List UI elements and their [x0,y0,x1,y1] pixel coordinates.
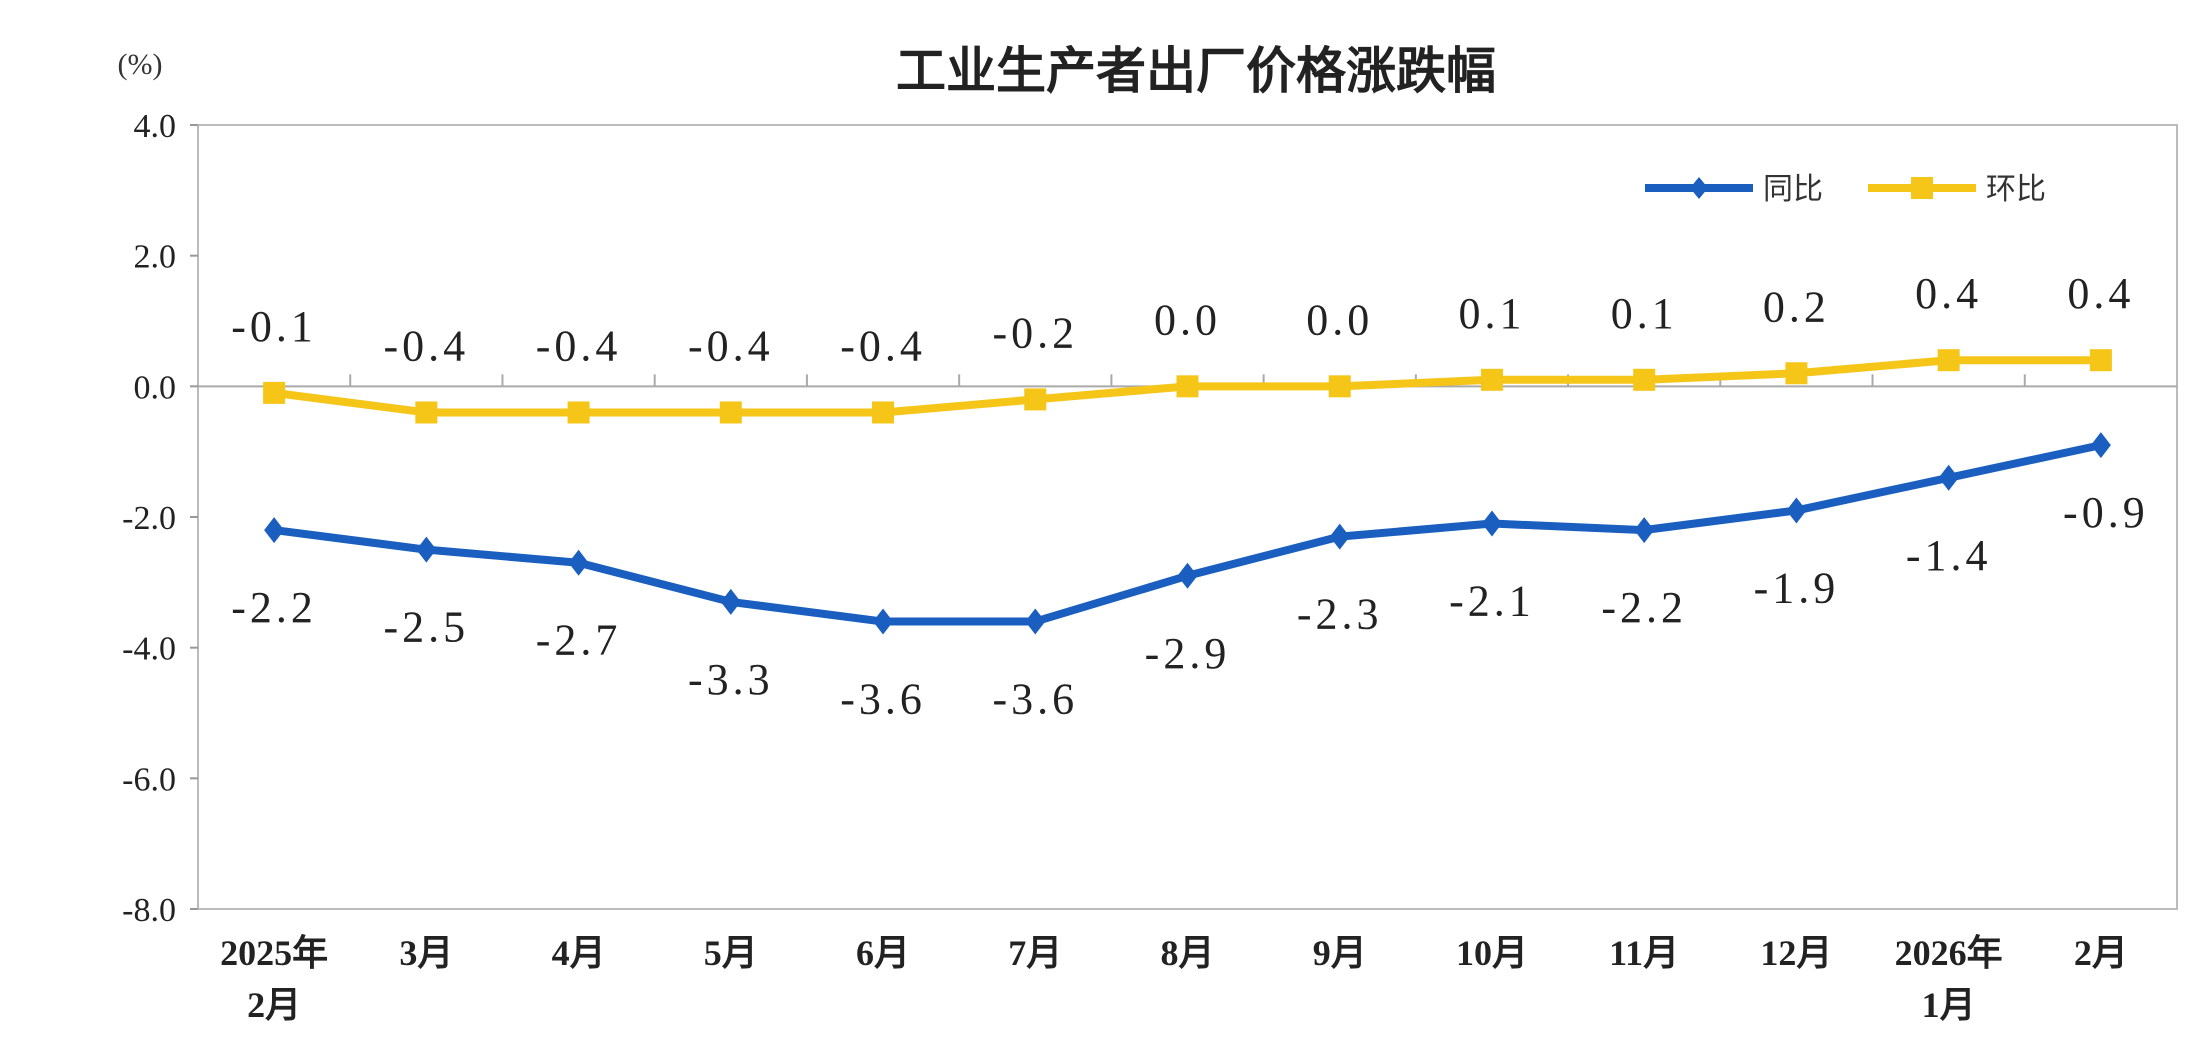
x-tick-label: 7月 [1008,933,1062,973]
data-point [1328,375,1351,398]
data-point [1025,608,1046,635]
data-label: -2.5 [384,603,470,652]
data-point [2089,349,2112,372]
x-tick-label: 2026年 [1895,933,2003,973]
legend-label: 环比 [1986,173,2046,206]
data-point [1633,368,1656,391]
x-tick-label: 2025年 [220,933,328,973]
y-tick-label: 0.0 [134,369,177,406]
data-label: -2.2 [231,583,317,632]
data-label: -3.6 [840,675,926,724]
data-label: -0.4 [536,321,622,370]
data-point [2090,432,2111,459]
series-yoy: -2.2 -2.5 -2.7 -3.3 -3.6 -3.6 -2.9 -2.3 -2.1 -2.2… [231,432,2149,724]
x-tick-label: 10月 [1456,933,1528,973]
data-label: -2.1 [1449,577,1535,626]
x-tick-label: 11月 [1609,933,1679,973]
data-point [264,517,285,544]
data-point [415,401,438,424]
data-point [1177,562,1198,589]
y-tick-label: -6.0 [122,761,176,798]
x-tick-label: 5月 [704,933,758,973]
x-tick-label: 2月 [2074,933,2128,973]
data-label: -0.1 [231,302,317,351]
data-point [1480,368,1503,391]
y-tick-label: 2.0 [134,239,177,276]
x-tick-label: 2月 [247,985,301,1025]
data-label: -0.4 [384,321,470,370]
data-label: -1.9 [1754,563,1840,612]
data-point [416,536,437,563]
chart-title: 工业生产者出厂价格涨跌幅 [896,42,1496,100]
x-tick-label: 1月 [1922,985,1976,1025]
data-point [872,401,895,424]
data-point [1176,375,1199,398]
data-point [567,401,590,424]
legend-marker [1911,177,1933,199]
data-label: -0.4 [840,321,926,370]
data-label: -0.2 [992,308,1078,357]
data-point [719,401,742,424]
x-tick-label: 9月 [1313,933,1367,973]
legend-label: 同比 [1763,173,1823,206]
data-label: 0.4 [2067,269,2134,318]
data-point [873,608,894,635]
data-label: -0.9 [2063,488,2149,537]
data-point [568,549,589,576]
y-tick-label: -8.0 [122,892,176,929]
x-tick-label: 4月 [552,933,606,973]
y-tick-label: -2.0 [122,500,176,537]
x-tick-label: 12月 [1760,933,1832,973]
data-point [1634,517,1655,544]
data-point [1329,523,1350,550]
data-label: -3.6 [992,675,1078,724]
data-label: -2.2 [1601,583,1687,632]
plot-area [197,124,2178,910]
data-point [1024,388,1047,411]
x-tick-label: 6月 [856,933,910,973]
x-tick-label: 3月 [399,933,453,973]
data-point [1786,497,1807,524]
series-mom: -0.1 -0.4 -0.4 -0.4 -0.4 -0.2 0.0 0.0 0.1 0.1 0.2 0… [231,269,2134,424]
data-label: 0.2 [1763,282,1830,331]
data-label: -0.4 [688,321,774,370]
y-tick-label: 4.0 [134,108,177,145]
x-tick-label: 8月 [1160,933,1214,973]
data-point [1785,362,1808,385]
data-label: -2.9 [1145,629,1231,678]
data-point [1481,510,1502,537]
data-label: -1.4 [1906,531,1992,580]
y-axis-unit: (%) [118,48,163,81]
data-label: -2.7 [536,616,622,665]
data-label: -3.3 [688,655,774,704]
data-label: 0.1 [1611,289,1678,338]
y-tick-label: -4.0 [122,631,176,668]
data-label: 0.0 [1306,295,1373,344]
data-point [720,588,741,615]
data-point [1937,349,1960,372]
legend-marker [1690,177,1708,199]
data-point [1938,464,1959,491]
data-label: 0.0 [1154,295,1221,344]
data-label: 0.1 [1458,289,1525,338]
data-label: -2.3 [1297,590,1383,639]
data-point [263,381,286,404]
legend: 同比 环比 [1645,173,2046,206]
data-label: 0.4 [1915,269,1982,318]
